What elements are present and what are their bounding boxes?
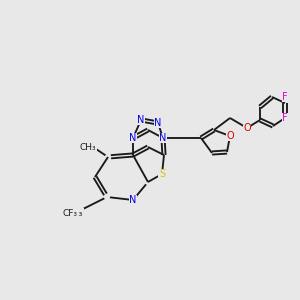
Text: F: F <box>282 92 288 102</box>
Text: N: N <box>129 195 137 205</box>
Text: CH₃: CH₃ <box>80 142 96 152</box>
Text: N: N <box>137 115 145 125</box>
Text: CF₃: CF₃ <box>67 208 83 218</box>
Text: F: F <box>282 113 288 123</box>
Text: S: S <box>159 169 165 179</box>
Text: CF₃: CF₃ <box>62 208 77 217</box>
Text: N: N <box>129 133 137 143</box>
Text: O: O <box>226 131 234 141</box>
Text: N: N <box>154 118 162 128</box>
Text: O: O <box>243 123 251 133</box>
Text: N: N <box>159 133 167 143</box>
